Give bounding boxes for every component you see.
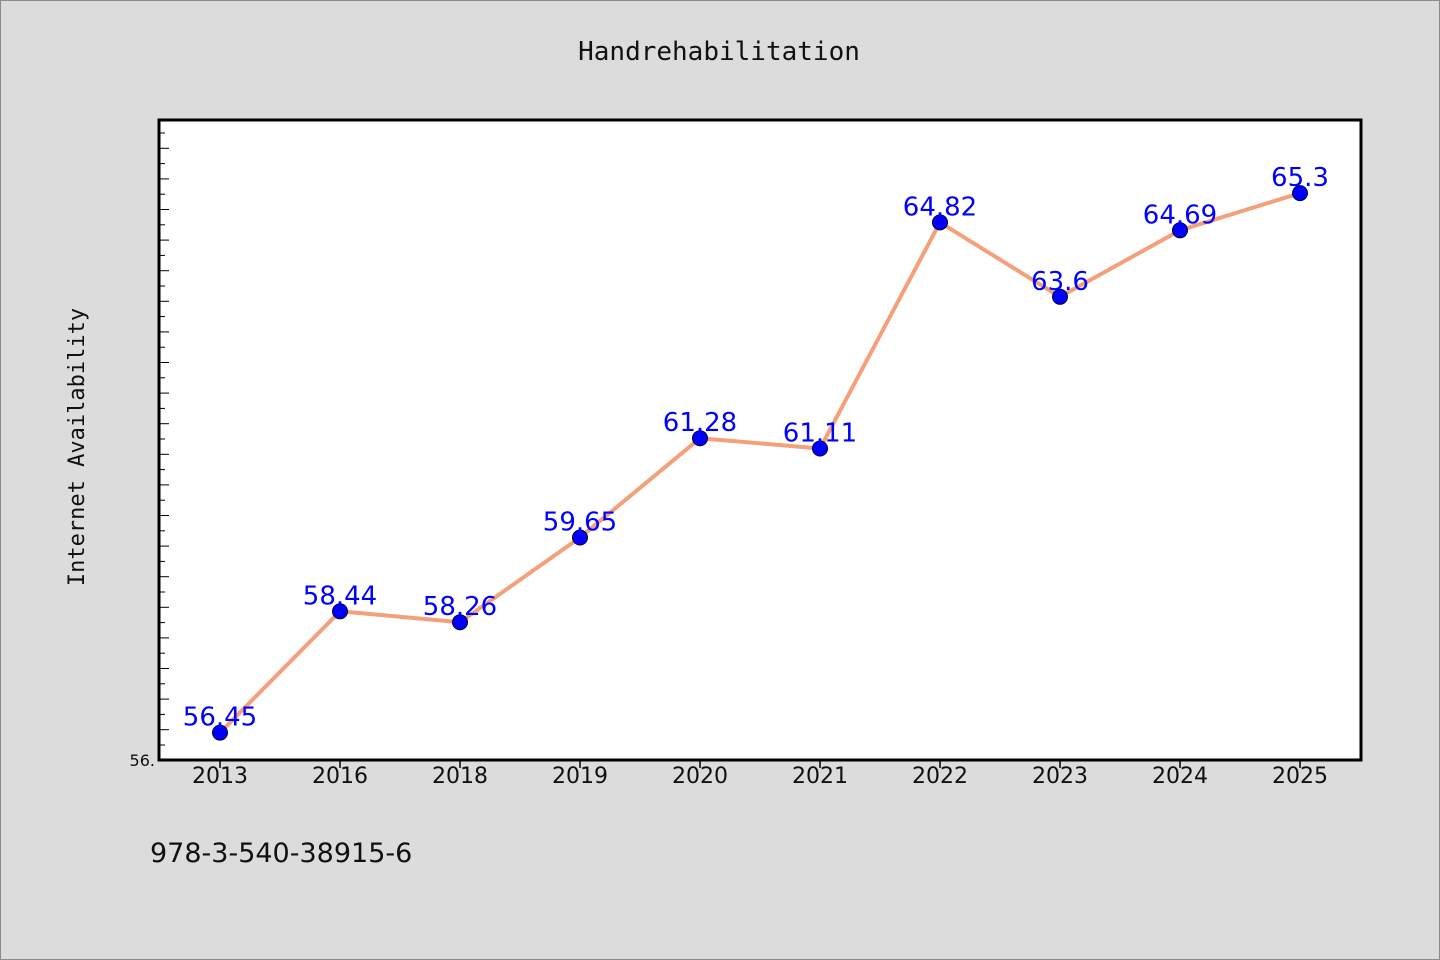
x-tick-label: 2018 bbox=[432, 764, 488, 789]
plot-area bbox=[157, 118, 1363, 762]
x-tick-label: 2020 bbox=[672, 764, 728, 789]
data-label: 58.26 bbox=[423, 592, 497, 622]
data-point bbox=[572, 529, 588, 546]
x-tick-label: 2023 bbox=[1032, 764, 1088, 789]
x-tick-label: 2024 bbox=[1152, 764, 1208, 789]
x-axis-tick-labels: 2013 2016 2018 2019 2020 2021 2022 2023 2024 2025 bbox=[192, 764, 1328, 789]
data-point bbox=[212, 724, 228, 741]
data-label: 65.3 bbox=[1271, 163, 1329, 193]
y-axis-label: Internet Availability bbox=[65, 308, 90, 586]
data-point bbox=[452, 614, 468, 631]
x-axis-ticks bbox=[219, 760, 1301, 768]
data-label: 59.65 bbox=[543, 508, 617, 538]
data-labels: 56.45 58.44 58.26 59.65 61.28 61.11 64.82 63.6 6… bbox=[183, 163, 1329, 733]
x-tick-label: 2013 bbox=[192, 764, 248, 789]
data-point bbox=[932, 214, 948, 231]
series-line bbox=[218, 191, 1301, 735]
x-tick-label: 2025 bbox=[1272, 764, 1328, 789]
data-point bbox=[692, 430, 708, 447]
data-label: 64.69 bbox=[1143, 200, 1217, 230]
data-point bbox=[1172, 222, 1188, 239]
data-label: 63.6 bbox=[1031, 267, 1089, 297]
data-label: 64.82 bbox=[903, 192, 977, 222]
x-tick-label: 2016 bbox=[312, 764, 368, 789]
data-label: 61.28 bbox=[663, 408, 737, 438]
footer-code: 978-3-540-38915-6 bbox=[150, 838, 412, 869]
series-line-group bbox=[218, 191, 1301, 735]
data-point bbox=[1052, 288, 1068, 305]
y-axis-ticks bbox=[159, 132, 169, 746]
data-point bbox=[812, 440, 828, 457]
data-point bbox=[332, 603, 348, 620]
data-label: 58.44 bbox=[303, 581, 377, 611]
x-tick-label: 2022 bbox=[912, 764, 968, 789]
x-tick-label: 2019 bbox=[552, 764, 608, 789]
data-label: 56.45 bbox=[183, 703, 257, 733]
data-label: 61.11 bbox=[783, 419, 857, 449]
data-point bbox=[1292, 185, 1308, 202]
series-markers bbox=[212, 185, 1308, 741]
chart-title: Handrehabilitation bbox=[578, 37, 860, 67]
y-tick-label: 56. bbox=[130, 751, 155, 770]
x-tick-label: 2021 bbox=[792, 764, 848, 789]
